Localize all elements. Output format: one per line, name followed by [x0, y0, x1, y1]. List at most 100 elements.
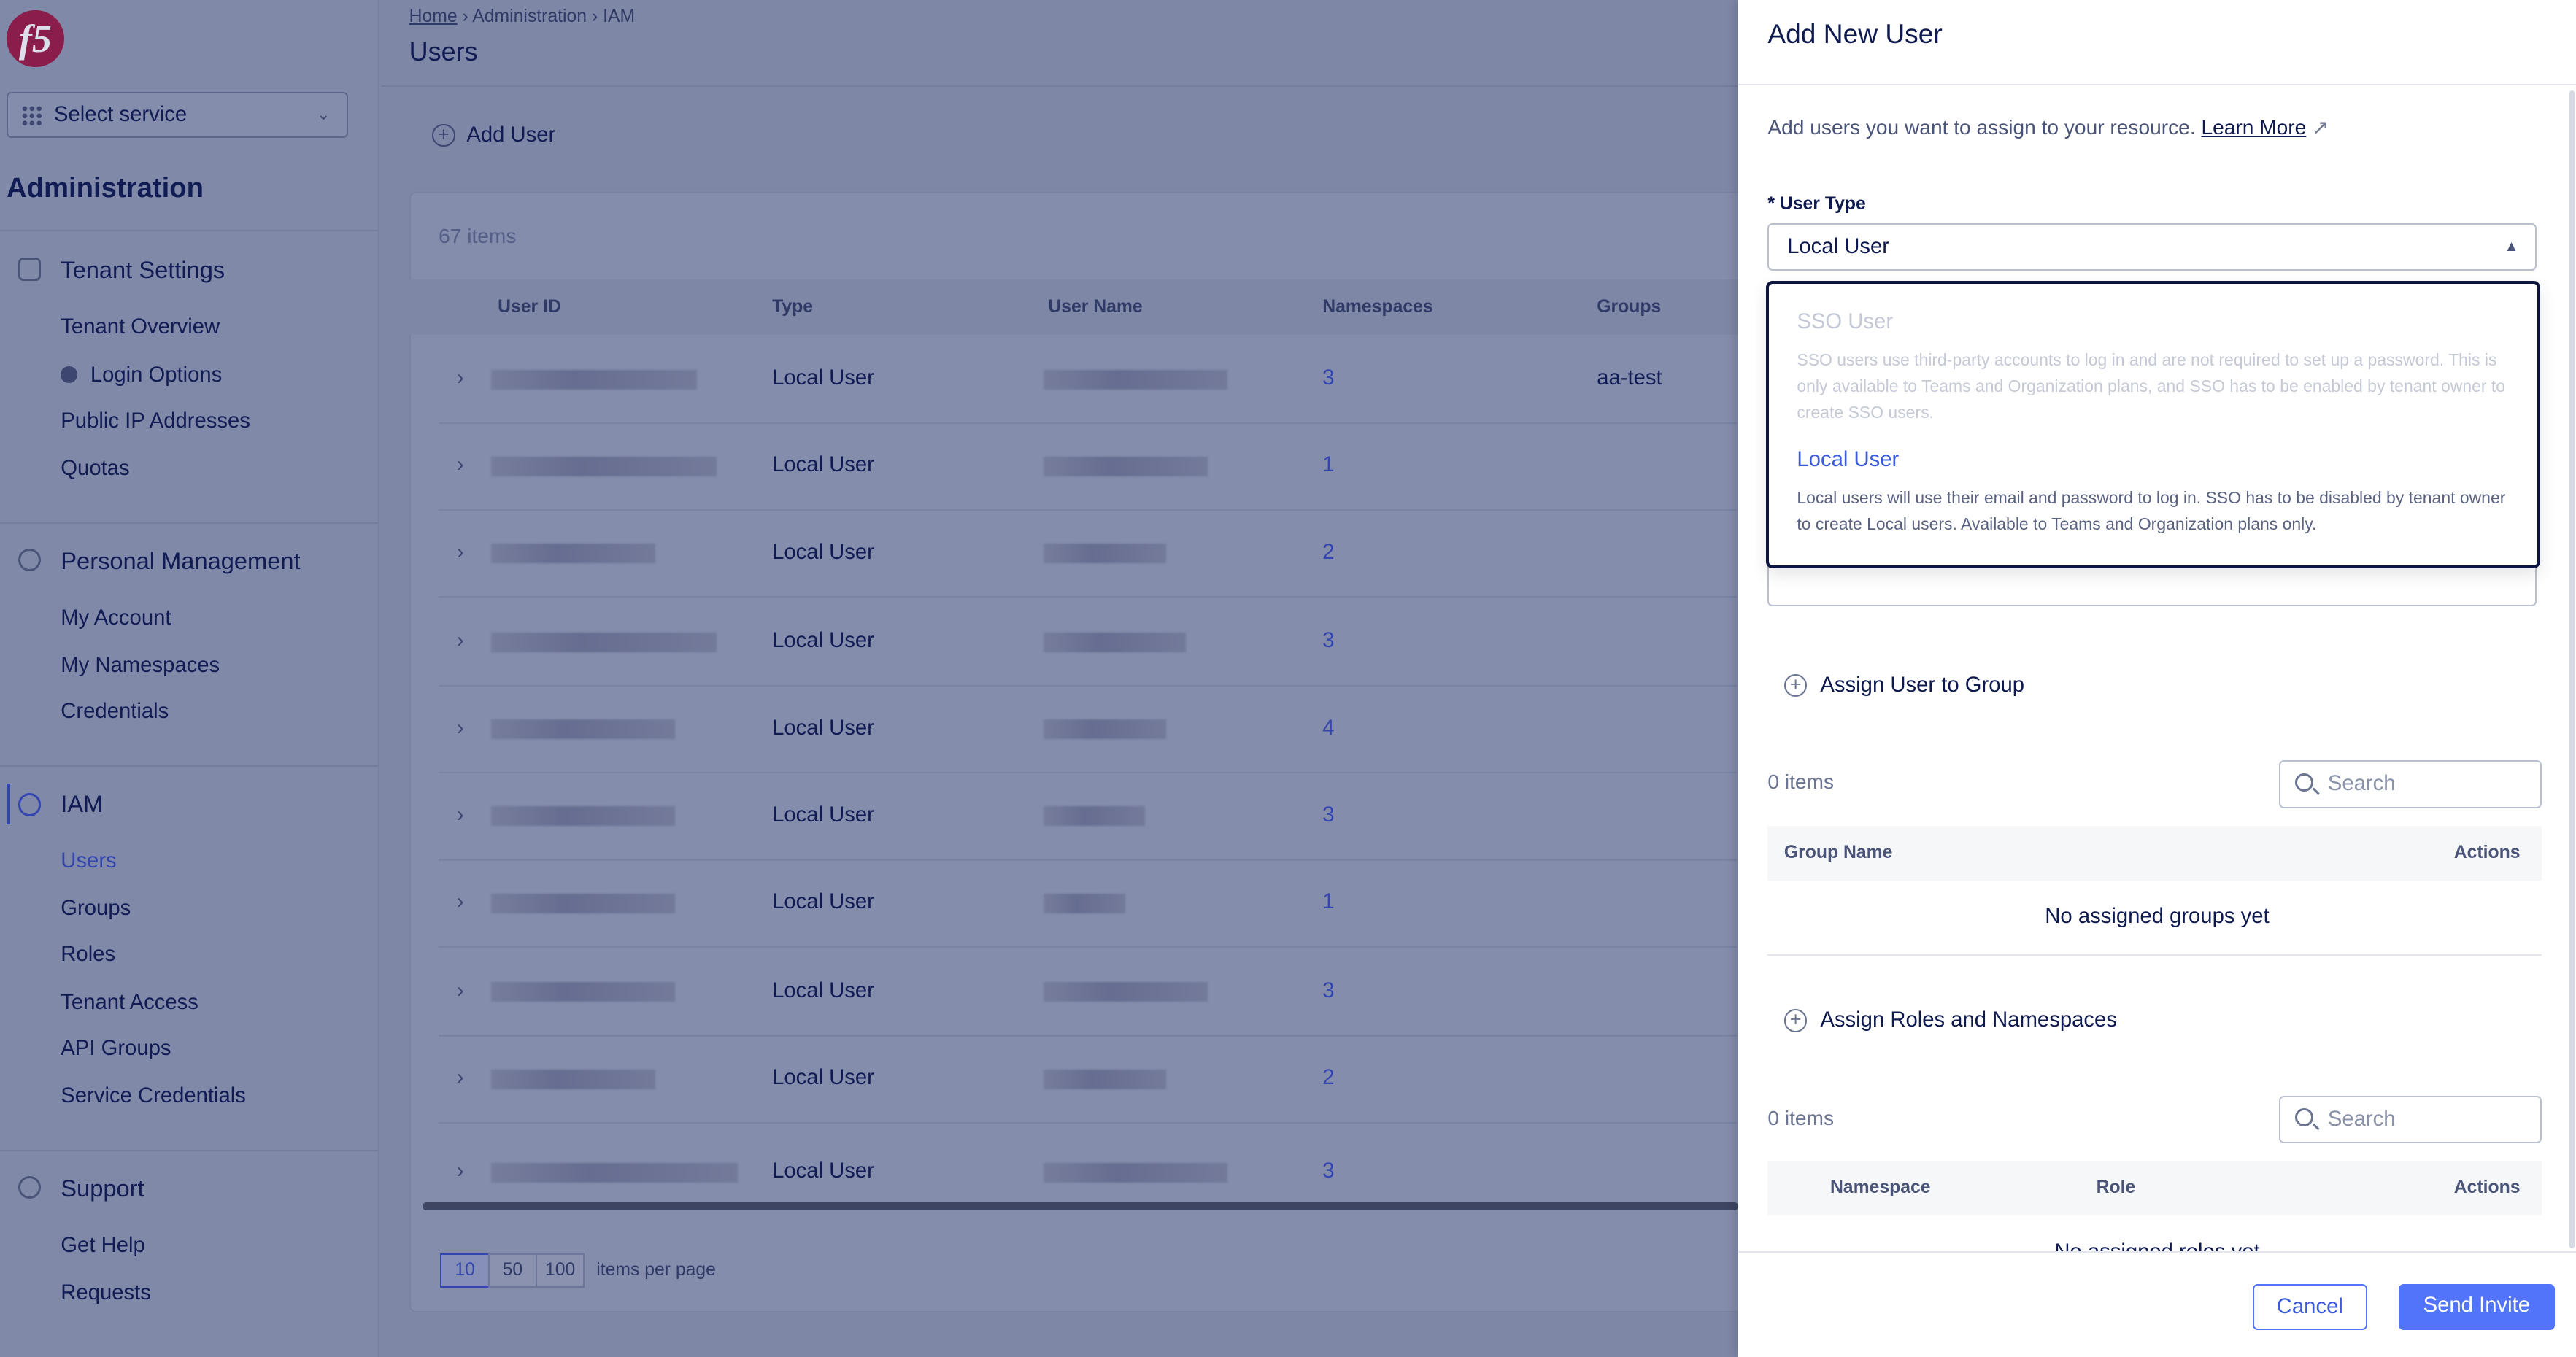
breadcrumb-home[interactable]: Home: [409, 7, 458, 26]
namespaces-link[interactable]: 3: [1322, 978, 1335, 1002]
groups-table-header: Group Name Actions: [1767, 826, 2542, 881]
expand-row-chevron-icon[interactable]: ›: [456, 803, 464, 827]
namespaces-link[interactable]: 2: [1322, 540, 1335, 564]
assign-roles-and-namespaces-button[interactable]: + Assign Roles and Namespaces: [1783, 1008, 2117, 1032]
user-id-redacted: [491, 369, 697, 390]
sidebar-item-requests[interactable]: Requests: [61, 1281, 151, 1304]
groups-count: 0 items: [1767, 770, 1835, 793]
namespaces-link[interactable]: 2: [1322, 1066, 1335, 1090]
expand-row-chevron-icon[interactable]: ›: [456, 1159, 464, 1183]
namespaces-link[interactable]: 3: [1322, 1159, 1335, 1183]
send-invite-button[interactable]: Send Invite: [2398, 1284, 2555, 1331]
search-icon: [2294, 1108, 2313, 1127]
user-type-cell: Local User: [772, 540, 874, 564]
row-divider: [439, 946, 1737, 948]
user-id-redacted: [491, 893, 676, 913]
page-size-100[interactable]: 100: [535, 1253, 585, 1288]
breadcrumb: Home › Administration › IAM: [409, 7, 636, 27]
f5-logo[interactable]: f5: [7, 9, 64, 68]
sidebar-item-tenant-overview[interactable]: Tenant Overview: [61, 315, 220, 339]
sidebar-item-my-namespaces[interactable]: My Namespaces: [61, 654, 220, 678]
lifebuoy-icon: [18, 1175, 42, 1199]
expand-row-chevron-icon[interactable]: ›: [456, 629, 464, 653]
expand-row-chevron-icon[interactable]: ›: [456, 366, 464, 390]
user-name-redacted: [1043, 982, 1208, 1002]
horizontal-scrollbar[interactable]: [422, 1202, 1738, 1211]
row-divider: [439, 422, 1737, 424]
user-type-dropdown: SSO User SSO users use third-party accou…: [1766, 280, 2540, 568]
column-header-groups[interactable]: Groups: [1597, 297, 1662, 317]
groups-search-input[interactable]: Search: [2278, 760, 2542, 808]
column-header-type[interactable]: Type: [772, 297, 814, 317]
user-type-cell: Local User: [772, 366, 874, 390]
breadcrumb-administration[interactable]: Administration: [472, 7, 587, 26]
user-type-label: * User Type: [1767, 193, 1866, 214]
user-type-cell: Local User: [772, 978, 874, 1002]
search-placeholder: Search: [2327, 1107, 2396, 1131]
assign-user-to-group-button[interactable]: + Assign User to Group: [1783, 673, 2025, 697]
namespaces-link[interactable]: 1: [1322, 453, 1335, 477]
sidebar-item-service-credentials[interactable]: Service Credentials: [61, 1083, 246, 1107]
drawer-scrollbar[interactable]: [2569, 90, 2575, 1248]
cancel-button[interactable]: Cancel: [2252, 1284, 2368, 1331]
building-gear-icon: [18, 258, 42, 281]
sidebar-section-tenant-settings[interactable]: Tenant Settings: [61, 256, 225, 284]
roles-search-input[interactable]: Search: [2278, 1095, 2542, 1143]
divider: [381, 85, 1738, 88]
option-local-user-description: Local users will use their email and pas…: [1797, 487, 2506, 533]
sidebar-item-groups[interactable]: Groups: [61, 897, 131, 921]
sidebar-item-roles[interactable]: Roles: [61, 943, 116, 967]
namespaces-link[interactable]: 1: [1322, 890, 1335, 914]
chevron-down-icon: ⌄: [316, 105, 331, 124]
sidebar-item-credentials[interactable]: Credentials: [61, 700, 169, 724]
expand-row-chevron-icon[interactable]: ›: [456, 890, 464, 914]
sidebar-item-tenant-access[interactable]: Tenant Access: [61, 990, 198, 1014]
option-local-user[interactable]: Local User: [1797, 448, 1900, 472]
learn-more-link[interactable]: Learn More: [2201, 115, 2307, 139]
column-header-user-name[interactable]: User Name: [1048, 297, 1143, 317]
namespaces-link[interactable]: 3: [1322, 629, 1335, 653]
column-header-user-id[interactable]: User ID: [498, 297, 561, 317]
user-id-redacted: [491, 719, 676, 740]
select-service-dropdown[interactable]: Select service ⌄: [7, 92, 349, 139]
user-type-select[interactable]: Local User ▲: [1767, 223, 2537, 271]
page-size-10[interactable]: 10: [440, 1253, 490, 1288]
option-sso-user: SSO User: [1797, 309, 1894, 333]
column-header-actions: Actions: [2453, 842, 2521, 862]
sidebar-section-iam[interactable]: IAM: [61, 789, 104, 817]
namespaces-link[interactable]: 3: [1322, 366, 1335, 390]
sidebar-section-support[interactable]: Support: [61, 1174, 144, 1202]
items-per-page-label: items per page: [596, 1259, 716, 1280]
expand-row-chevron-icon[interactable]: ›: [456, 978, 464, 1002]
row-divider: [439, 1035, 1737, 1037]
user-type-cell: Local User: [772, 1066, 874, 1090]
sidebar-section-personal-management[interactable]: Personal Management: [61, 546, 301, 574]
assign-group-label: Assign User to Group: [1820, 673, 2025, 697]
expand-row-chevron-icon[interactable]: ›: [456, 540, 464, 564]
user-type-cell: Local User: [772, 716, 874, 740]
page-size-50[interactable]: 50: [487, 1253, 538, 1288]
expand-row-chevron-icon[interactable]: ›: [456, 1066, 464, 1090]
row-divider: [439, 684, 1737, 687]
user-name-redacted: [1043, 369, 1227, 390]
user-name-redacted: [1043, 632, 1187, 652]
column-header-actions: Actions: [2453, 1178, 2521, 1198]
sidebar-item-my-account[interactable]: My Account: [61, 606, 171, 630]
active-indicator: [7, 783, 10, 825]
expand-row-chevron-icon[interactable]: ›: [456, 453, 464, 477]
sidebar-item-users[interactable]: Users: [61, 848, 117, 873]
sidebar-item-public-ip-addresses[interactable]: Public IP Addresses: [61, 409, 250, 433]
column-header-role: Role: [2096, 1178, 2136, 1198]
namespaces-link[interactable]: 3: [1322, 803, 1335, 827]
sidebar-item-api-groups[interactable]: API Groups: [61, 1036, 171, 1060]
column-header-namespaces[interactable]: Namespaces: [1322, 297, 1433, 317]
add-user-button[interactable]: + Add User: [432, 123, 555, 147]
drawer-footer: Cancel Send Invite: [1738, 1251, 2576, 1357]
sidebar-item-quotas[interactable]: Quotas: [61, 456, 130, 480]
namespaces-link[interactable]: 4: [1322, 716, 1335, 740]
expand-row-chevron-icon[interactable]: ›: [456, 716, 464, 740]
search-icon: [2294, 773, 2313, 792]
sidebar-item-login-options[interactable]: Login Options: [90, 363, 223, 387]
plus-circle-icon: +: [432, 123, 455, 147]
sidebar-item-get-help[interactable]: Get Help: [61, 1233, 145, 1257]
